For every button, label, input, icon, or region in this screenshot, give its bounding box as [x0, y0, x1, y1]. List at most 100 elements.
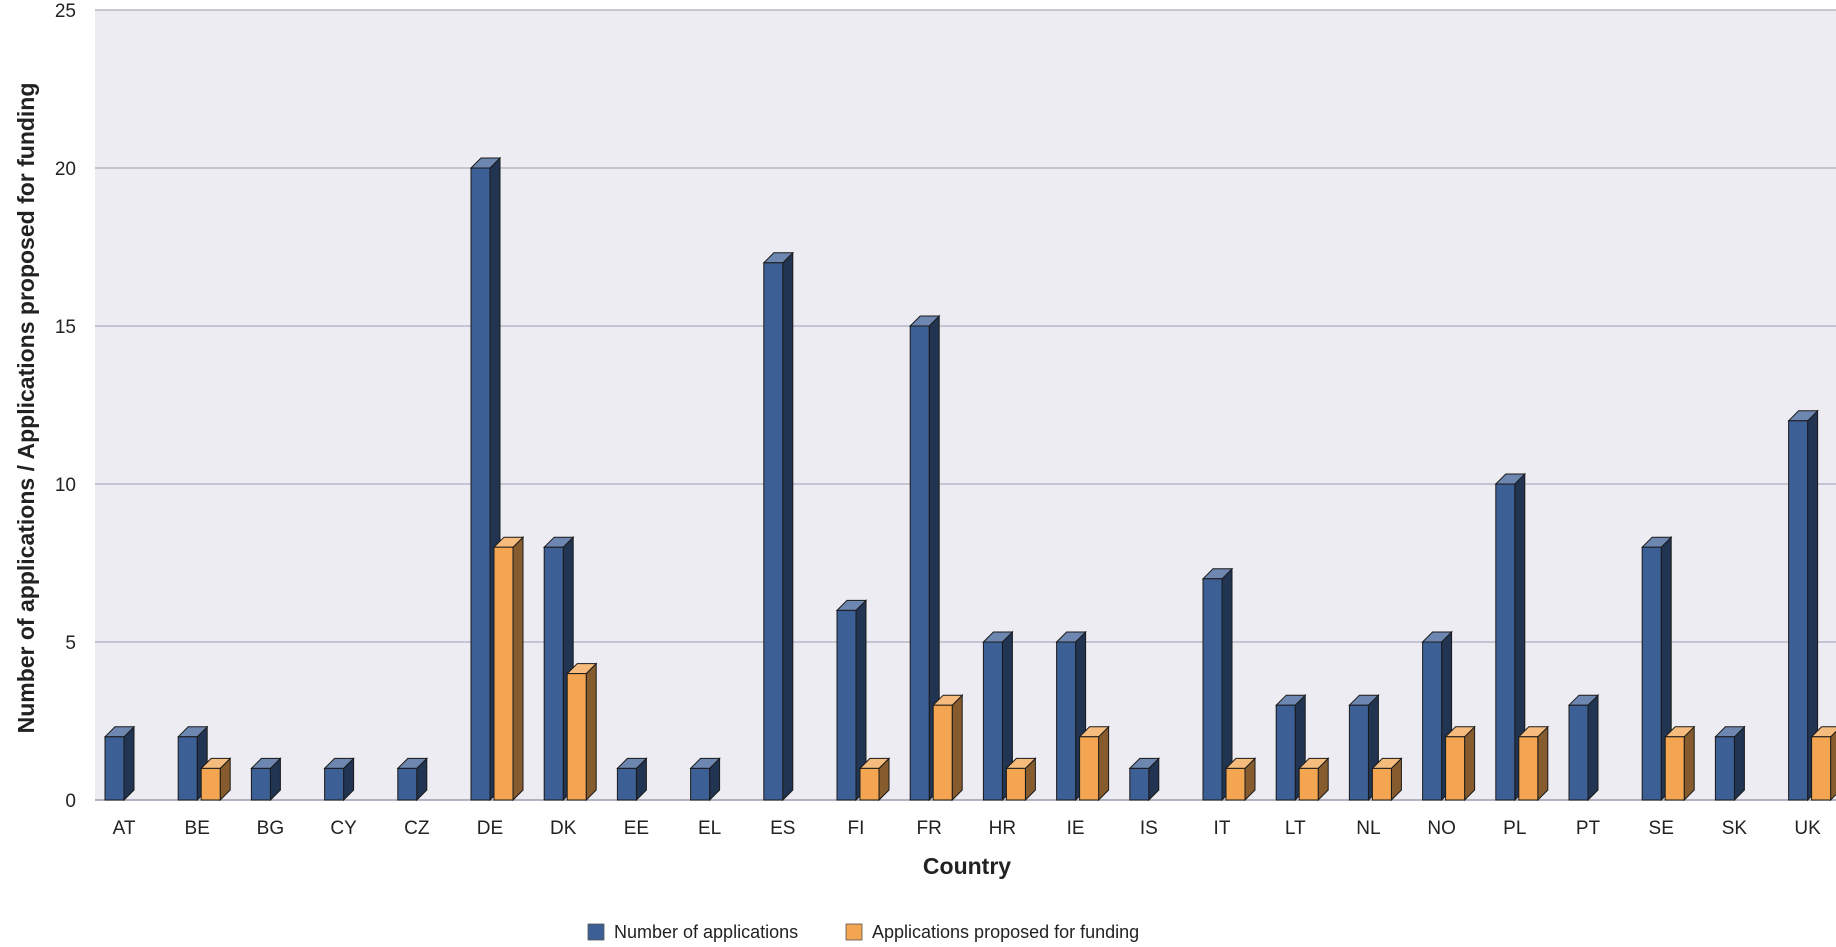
- bar-HR-proposed: [1005, 757, 1037, 802]
- bar-side: [1464, 725, 1476, 802]
- legend-swatch: [587, 923, 605, 941]
- bar-SE-proposed: [1663, 725, 1696, 802]
- bar-front: [1056, 641, 1077, 801]
- legend-swatch: [845, 923, 863, 941]
- x-tick-label: DE: [477, 818, 503, 839]
- bar-front: [104, 736, 125, 801]
- x-tick-label: BG: [257, 818, 284, 839]
- bar-PL-proposed: [1517, 725, 1550, 802]
- bar-front: [1348, 704, 1369, 801]
- x-axis-title: Country: [923, 853, 1011, 879]
- x-tick-label: IT: [1214, 818, 1231, 839]
- x-tick-label: HR: [989, 818, 1016, 839]
- x-tick-label: EL: [698, 818, 721, 839]
- y-tick-label: 0: [65, 791, 76, 812]
- bar-front: [1275, 704, 1296, 801]
- bar-front: [982, 641, 1003, 801]
- bar-front: [1811, 736, 1832, 801]
- bar-front: [1788, 420, 1809, 801]
- bar-front: [1225, 767, 1246, 801]
- bar-side: [1098, 725, 1110, 802]
- bar-side: [1683, 725, 1695, 802]
- y-tick-label: 15: [55, 317, 76, 338]
- bar-NL-proposed: [1371, 757, 1403, 802]
- bar-front: [493, 546, 514, 801]
- bar-front: [324, 767, 345, 801]
- bar-front: [909, 325, 930, 801]
- bar-front: [836, 609, 857, 801]
- bar-side: [782, 251, 794, 802]
- bar-side: [585, 662, 597, 802]
- x-tick-label: IE: [1067, 818, 1085, 839]
- bar-front: [1568, 704, 1589, 801]
- legend-item: Applications proposed for funding: [845, 922, 1139, 942]
- bar-FR-proposed: [931, 693, 964, 802]
- plot-area-background: [95, 10, 1836, 800]
- bar-IT-applications: [1201, 567, 1234, 802]
- bar-front: [1371, 767, 1392, 801]
- bar-front: [763, 262, 784, 801]
- x-tick-label: AT: [113, 818, 136, 839]
- bars: [103, 156, 1836, 802]
- bar-FI-applications: [835, 599, 868, 802]
- bar-front: [1641, 546, 1662, 801]
- gridlines: [95, 9, 1836, 801]
- bar-CY-applications: [323, 757, 355, 802]
- bar-side: [1830, 730, 1836, 802]
- bar-PL-applications: [1494, 472, 1527, 802]
- x-tick-label: PL: [1503, 818, 1526, 839]
- bar-SK-applications: [1714, 725, 1746, 802]
- legend: Number of applications Applications propo…: [587, 922, 1139, 942]
- bar-front: [566, 673, 587, 801]
- bar-front: [397, 767, 418, 801]
- bar-UK-applications: [1787, 409, 1819, 802]
- x-tick-label: EE: [624, 818, 649, 839]
- bar-NO-proposed: [1444, 725, 1476, 802]
- bar-side: [1587, 693, 1599, 802]
- x-tick-label: CY: [330, 818, 357, 839]
- x-tick-label: CZ: [404, 818, 430, 839]
- x-tick-label: NL: [1356, 818, 1380, 839]
- x-axis-ticks: AT BE BG CY CZ DE DK EE EL ES FI FR HR IE IS IT LT NL NO PL…: [113, 818, 1822, 839]
- bar-DE-proposed: [492, 535, 525, 802]
- bar-front: [1079, 736, 1100, 801]
- bar-PT-applications: [1567, 693, 1600, 802]
- bar-LT-proposed: [1297, 757, 1330, 802]
- bar-front: [1005, 767, 1026, 801]
- bar-BE-proposed: [199, 757, 232, 802]
- y-tick-label: 10: [55, 475, 76, 496]
- bar-IT-proposed: [1224, 757, 1257, 802]
- bar-front: [1664, 736, 1685, 801]
- x-tick-label: SE: [1649, 818, 1674, 839]
- bar-front: [1714, 736, 1735, 801]
- legend-item: Number of applications: [587, 922, 798, 942]
- legend-label: Applications proposed for funding: [872, 922, 1139, 942]
- bar-front: [177, 736, 198, 801]
- bar-side: [123, 725, 135, 802]
- bar-side: [951, 693, 963, 802]
- bar-front: [932, 704, 953, 801]
- x-tick-label: LT: [1285, 818, 1306, 839]
- bar-UK-proposed: [1810, 726, 1836, 802]
- bar-front: [1518, 736, 1539, 801]
- x-tick-label: DK: [550, 818, 577, 839]
- bar-front: [543, 546, 564, 801]
- bar-front: [1129, 767, 1150, 801]
- bar-BG-applications: [250, 757, 282, 802]
- y-tick-label: 5: [65, 633, 76, 654]
- x-tick-label: BE: [185, 818, 210, 839]
- bar-front: [1495, 483, 1516, 801]
- x-tick-label: SK: [1722, 818, 1748, 839]
- bar-front: [859, 767, 880, 801]
- bar-front: [1445, 736, 1466, 801]
- bar-side: [1733, 725, 1745, 802]
- bar-front: [616, 767, 637, 801]
- legend-label: Number of applications: [614, 922, 798, 942]
- bar-front: [250, 767, 271, 801]
- bar-front: [1298, 767, 1319, 801]
- x-tick-label: FR: [917, 818, 942, 839]
- bar-IS-applications: [1128, 757, 1161, 802]
- bar-ES-applications: [762, 251, 795, 802]
